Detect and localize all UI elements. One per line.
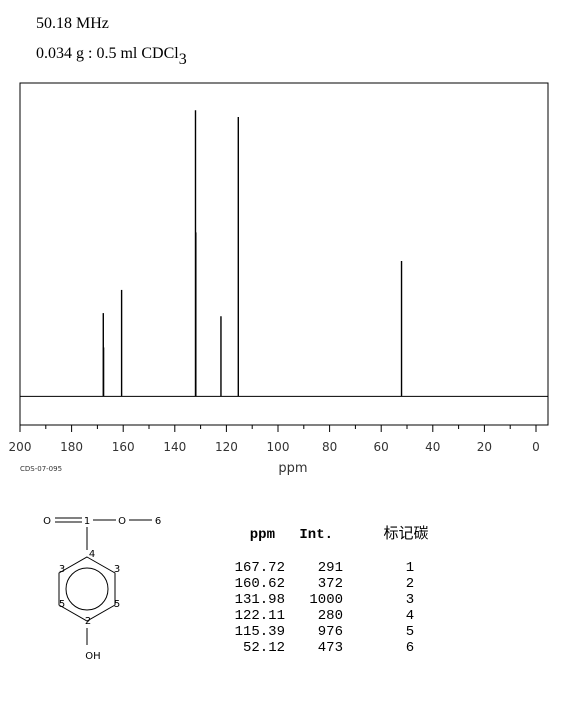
atom-label: 3 [114, 564, 120, 575]
sample-text: 0.034 g : 0.5 ml CDCl [36, 45, 179, 62]
table-cell: 52.12 [243, 640, 285, 656]
table-cell: 1 [406, 560, 414, 576]
table-cell: 1000 [309, 592, 343, 608]
x-tick-label: 0 [532, 440, 540, 454]
x-tick-label: 100 [267, 440, 290, 454]
x-tick-label: 160 [112, 440, 135, 454]
structure [55, 517, 152, 645]
x-tick-label: 140 [163, 440, 186, 454]
atom-label: 5 [59, 599, 65, 610]
table-header: ppm [250, 527, 275, 543]
atom-label: O [43, 516, 51, 527]
table-cell: 3 [406, 592, 414, 608]
table-cell: 122.11 [235, 608, 285, 624]
table-cell: 115.39 [235, 624, 285, 640]
atom-label: 1 [84, 516, 90, 527]
x-tick-label: 40 [425, 440, 440, 454]
x-tick-label: 20 [477, 440, 492, 454]
x-tick-label: 200 [9, 440, 32, 454]
spectrum-code: CDS-07-095 [20, 465, 62, 473]
plot-frame [19, 82, 549, 426]
table-cell: 280 [318, 608, 343, 624]
table-header: Int. [299, 527, 333, 543]
table-cell: 6 [406, 640, 414, 656]
table-cell: 160.62 [235, 576, 285, 592]
sample-subscript: 3 [179, 51, 187, 68]
table-cell: 5 [406, 624, 414, 640]
atom-label: O [118, 516, 126, 527]
atom-label: 2 [85, 616, 91, 627]
table-cell: 2 [406, 576, 414, 592]
x-axis-label: ppm [278, 461, 307, 476]
table-cell: 167.72 [235, 560, 285, 576]
atom-label: OH [85, 651, 100, 662]
atom-label: 4 [89, 549, 95, 560]
table-cell: 473 [318, 640, 343, 656]
x-tick-label: 60 [374, 440, 389, 454]
x-tick-label: 80 [322, 440, 337, 454]
frequency: 50.18 MHz [36, 15, 109, 32]
sample: 0.034 g : 0.5 ml CDCl3 [36, 45, 187, 68]
atom-label: 6 [155, 516, 161, 527]
table-header: 标记碳 [383, 524, 428, 542]
table-cell: 291 [318, 560, 343, 576]
atom-label: 5 [114, 599, 120, 610]
x-tick-label: 180 [60, 440, 83, 454]
table-cell: 131.98 [235, 592, 285, 608]
table-cell: 4 [406, 608, 414, 624]
atom-label: 3 [59, 564, 65, 575]
table-cell: 976 [318, 624, 343, 640]
table-cell: 372 [318, 576, 343, 592]
x-tick-label: 120 [215, 440, 238, 454]
